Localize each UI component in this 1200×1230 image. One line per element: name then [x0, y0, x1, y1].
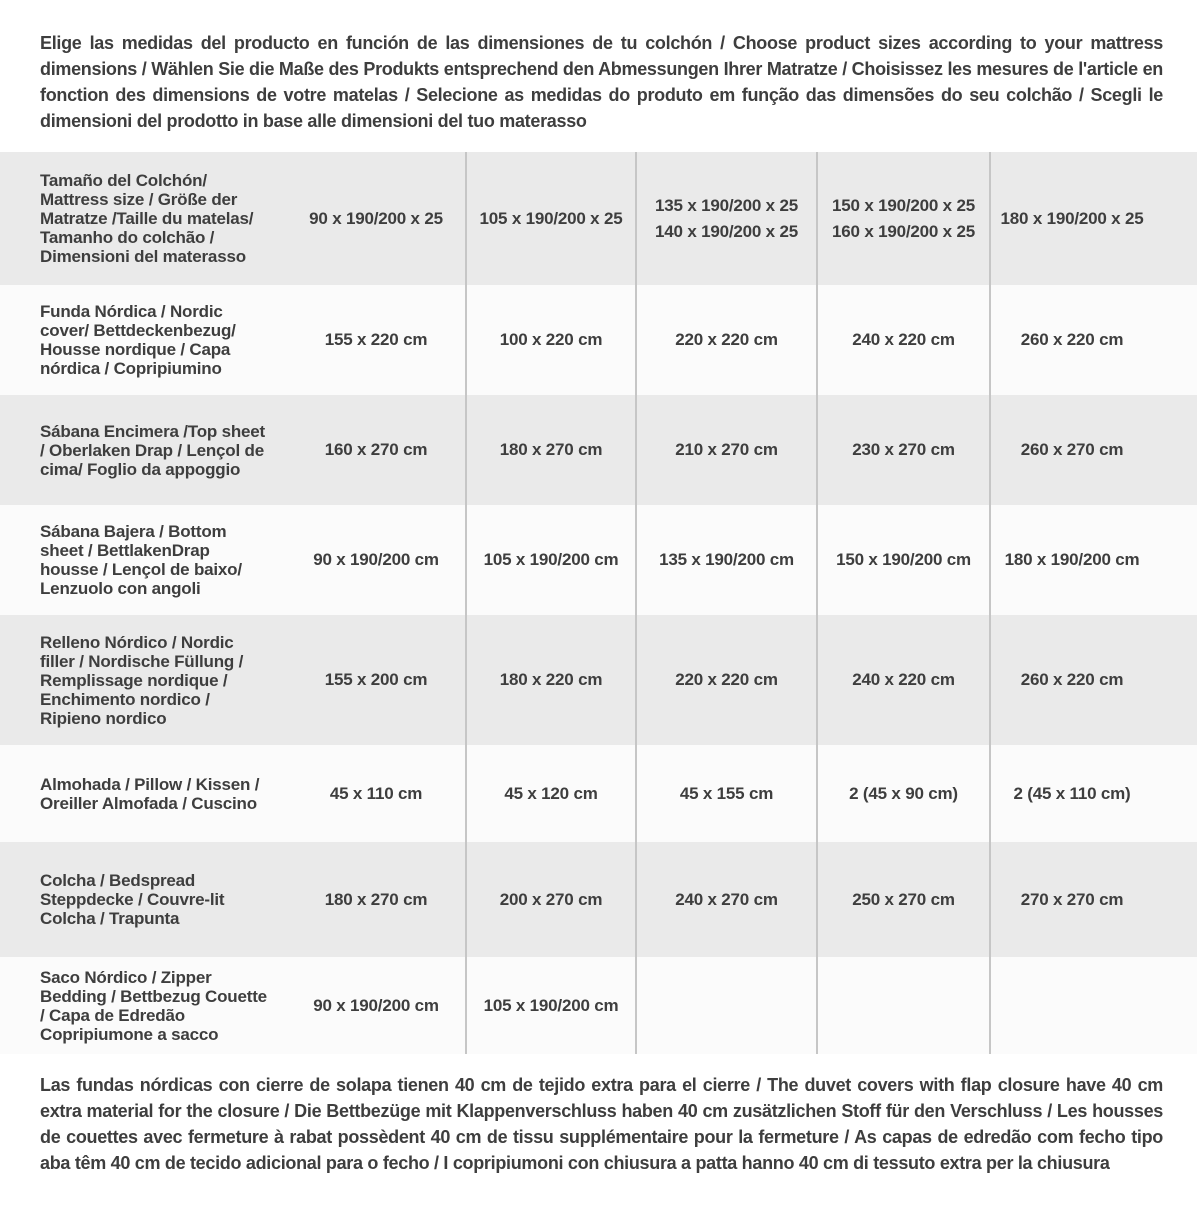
size-cell: 90 x 190/200 cm	[313, 550, 439, 569]
size-cell: 160 x 270 cm	[324, 440, 428, 459]
mattress-size-col-90: 90 x 190/200 x 25	[309, 208, 443, 228]
intro-paragraph: Elige las medidas del producto en funció…	[40, 33, 1163, 131]
size-cell	[989, 957, 1197, 1054]
mattress-size-col-180: 180 x 190/200 x 25	[989, 152, 1197, 285]
product-label: Relleno Nórdico / Nordic filler / Nordis…	[40, 632, 244, 728]
size-cell: 230 x 270 cm	[816, 395, 990, 505]
size-cell: 150 x 190/200 cm	[816, 505, 990, 615]
table-row-bedspread: Colcha / Bedspread Steppdecke / Couvre-l…	[0, 842, 1197, 957]
footnote-paragraph: Las fundas nórdicas con cierre de solapa…	[40, 1075, 1163, 1173]
mattress-size-label: Tamaño del Colchón/ Mattress size / Größ…	[40, 171, 254, 266]
size-cell: 200 x 270 cm	[465, 842, 636, 957]
size-cell: 240 x 220 cm	[816, 615, 990, 745]
table-row-zipper-bedding: Saco Nórdico / Zipper Bedding / Bettbezu…	[0, 957, 1197, 1054]
product-label: Colcha / Bedspread Steppdecke / Couvre-l…	[40, 871, 225, 928]
size-cell: 220 x 220 cm	[635, 285, 817, 395]
table-row-bottom-sheet: Sábana Bajera / Bottom sheet / Bettlaken…	[0, 505, 1197, 615]
size-cell: 2 (45 x 110 cm)	[989, 745, 1197, 842]
size-cell: 100 x 220 cm	[465, 285, 636, 395]
size-cell: 250 x 270 cm	[816, 842, 990, 957]
mattress-size-col-135-140: 135 x 190/200 x 25 140 x 190/200 x 25	[635, 152, 817, 285]
size-cell: 260 x 220 cm	[989, 285, 1197, 395]
table-row-nordic-filler: Relleno Nórdico / Nordic filler / Nordis…	[0, 615, 1197, 745]
product-label: Sábana Bajera / Bottom sheet / Bettlaken…	[40, 522, 242, 598]
size-cell: 45 x 110 cm	[329, 783, 423, 803]
size-cell: 45 x 155 cm	[635, 745, 817, 842]
size-cell: 2 (45 x 90 cm)	[816, 745, 990, 842]
size-cell: 105 x 190/200 cm	[465, 957, 636, 1054]
table-row-nordic-cover: Funda Nórdica / Nordic cover/ Bettdecken…	[0, 285, 1197, 395]
size-cell: 270 x 270 cm	[989, 842, 1197, 957]
size-cell: 180 x 270 cm	[465, 395, 636, 505]
size-guide-page: { "intro": { "text": "Elige las medidas …	[0, 30, 1200, 1230]
product-label: Almohada / Pillow / Kissen / Oreiller Al…	[40, 774, 260, 813]
product-label: Funda Nórdica / Nordic cover/ Bettdecken…	[40, 302, 236, 378]
table-row-pillow: Almohada / Pillow / Kissen / Oreiller Al…	[0, 745, 1197, 842]
size-table: Tamaño del Colchón/ Mattress size / Größ…	[0, 152, 1197, 1054]
size-cell: 180 x 220 cm	[465, 615, 636, 745]
size-cell: 180 x 270 cm	[324, 889, 428, 909]
size-cell: 105 x 190/200 cm	[465, 505, 636, 615]
size-cell: 240 x 220 cm	[816, 285, 990, 395]
size-cell: 210 x 270 cm	[635, 395, 817, 505]
size-cell: 240 x 270 cm	[635, 842, 817, 957]
size-cell: 220 x 220 cm	[635, 615, 817, 745]
table-header-row: Tamaño del Colchón/ Mattress size / Größ…	[0, 152, 1197, 285]
size-cell: 260 x 220 cm	[989, 615, 1197, 745]
mattress-size-col-105: 105 x 190/200 x 25	[465, 152, 636, 285]
table-row-top-sheet: Sábana Encimera /Top sheet / Oberlaken D…	[0, 395, 1197, 505]
size-cell: 45 x 120 cm	[465, 745, 636, 842]
mattress-size-col-150-160: 150 x 190/200 x 25 160 x 190/200 x 25	[816, 152, 990, 285]
product-label: Saco Nórdico / Zipper Bedding / Bettbezu…	[40, 967, 267, 1044]
size-cell	[816, 957, 990, 1054]
size-cell: 180 x 190/200 cm	[989, 505, 1197, 615]
size-cell: 155 x 220 cm	[324, 330, 428, 349]
product-label: Sábana Encimera /Top sheet / Oberlaken D…	[40, 421, 266, 479]
size-cell: 135 x 190/200 cm	[635, 505, 817, 615]
size-cell: 155 x 200 cm	[324, 670, 428, 689]
size-cell: 90 x 190/200 cm	[313, 995, 439, 1015]
size-cell	[635, 957, 817, 1054]
size-cell: 260 x 270 cm	[989, 395, 1197, 505]
